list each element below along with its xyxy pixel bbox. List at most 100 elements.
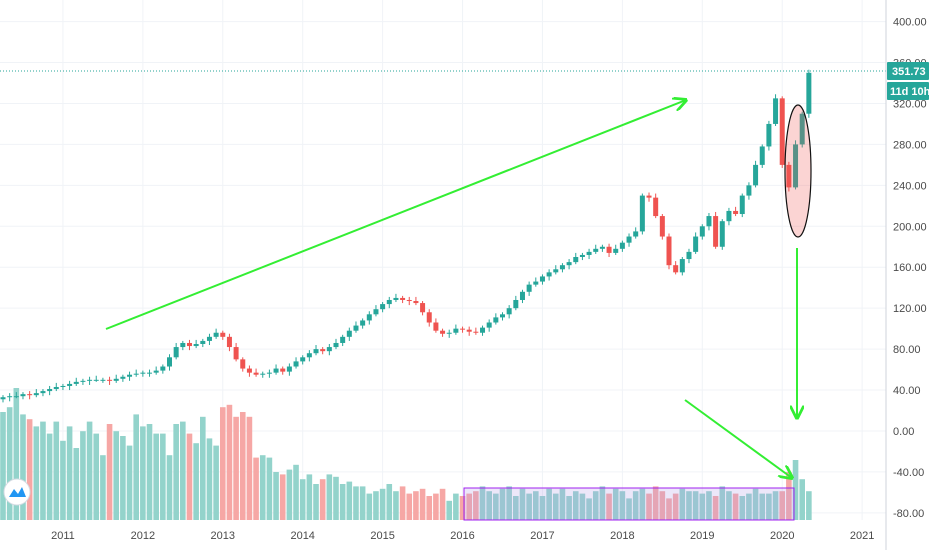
candle-body: [246, 368, 252, 373]
volume-bar: [619, 491, 626, 520]
volume-bar: [253, 457, 259, 520]
candle-body: [486, 322, 492, 328]
candle-body: [120, 376, 126, 379]
candle-body: [160, 366, 166, 371]
candle-body: [53, 386, 59, 390]
trend-arrow: [105, 100, 686, 330]
candle-body: [87, 379, 93, 381]
candle-body: [147, 372, 153, 374]
candle-body: [466, 329, 472, 332]
candle-body: [480, 327, 486, 333]
candle-body: [673, 265, 679, 273]
volume-bar: [519, 488, 526, 520]
volume-bar: [706, 491, 712, 520]
x-tick-label: 2014: [290, 530, 314, 542]
candle-body: [440, 330, 446, 334]
volume-bar: [459, 496, 466, 520]
tradingview-logo-icon[interactable]: [3, 478, 31, 506]
y-tick-label: 80.00: [893, 344, 921, 356]
candle-body: [519, 291, 525, 300]
candle-body: [113, 378, 119, 381]
volume-bar: [513, 496, 519, 520]
x-tick-label: 2018: [610, 530, 634, 542]
volume-bar: [546, 488, 552, 520]
candle-body: [400, 297, 406, 300]
candle-body: [500, 314, 505, 318]
candle-body: [260, 373, 266, 375]
volume-bar: [80, 431, 86, 520]
volume-bar: [86, 421, 93, 520]
candle-body: [133, 373, 139, 375]
candle-body: [573, 257, 579, 263]
y-tick-label: 40.00: [893, 385, 921, 397]
volume-bar: [393, 491, 399, 520]
volume-bar: [366, 493, 373, 520]
candle-body: [273, 368, 279, 373]
candle-body: [646, 195, 652, 198]
candle-body: [566, 262, 572, 266]
volume-bar: [113, 431, 120, 520]
countdown-badge-bg: [887, 82, 929, 100]
candle-body: [593, 248, 599, 252]
candle-body: [333, 342, 339, 348]
candle-body: [619, 242, 625, 249]
candle-body: [140, 372, 146, 374]
volume-bar: [759, 493, 766, 520]
volume-bar: [266, 457, 273, 520]
candle-body: [186, 342, 192, 347]
x-tick-label: 2013: [211, 530, 235, 542]
candle-body: [526, 284, 532, 292]
candle-body: [27, 394, 33, 396]
volume-bar: [599, 486, 606, 520]
volume-bar: [40, 421, 46, 520]
candle-body: [713, 216, 719, 247]
volume-bar: [632, 491, 639, 520]
candle-body: [799, 113, 805, 145]
candle-body: [393, 297, 399, 300]
candle-body: [779, 98, 785, 165]
volume-bar: [539, 496, 546, 520]
candle-body: [340, 336, 346, 343]
candle-body: [47, 389, 53, 392]
candle-body: [733, 210, 739, 215]
volume-bar: [446, 500, 453, 520]
volume-bar: [499, 488, 506, 520]
volume-bar: [606, 493, 612, 520]
volume-bar: [419, 488, 426, 520]
volume-bar: [439, 488, 446, 520]
candle-body: [233, 347, 239, 360]
volume-bar: [226, 404, 233, 520]
volume-bar: [0, 412, 6, 520]
candle-body: [793, 144, 799, 188]
volume-bar: [559, 488, 566, 520]
candle-body: [559, 265, 565, 270]
candle-body: [473, 331, 479, 333]
volume-bar: [386, 484, 393, 520]
volume-bar: [659, 491, 666, 520]
candle-body: [513, 299, 519, 309]
logo-mark-icon: [9, 487, 26, 497]
candle-body: [0, 397, 6, 400]
candle-body: [406, 299, 412, 302]
candle-body: [806, 72, 812, 114]
volume-bar: [146, 424, 153, 520]
candle-body: [7, 396, 13, 398]
x-axis: 2011 2012 2013 2014 2015 2016 2017 2018 2019 2020…: [51, 530, 874, 542]
y-tick-label: 200.00: [893, 221, 927, 233]
candle-body: [539, 276, 545, 282]
candle-body: [659, 216, 665, 237]
volume-bar: [173, 424, 179, 520]
volume-bar: [60, 440, 66, 520]
volume-bar: [652, 486, 659, 520]
candle-body: [286, 366, 292, 372]
volume-bar: [193, 443, 199, 520]
x-tick-label: 2016: [450, 530, 474, 542]
candle-body: [460, 328, 466, 330]
candle-body: [153, 370, 159, 373]
candle-body: [100, 379, 106, 381]
candle-body: [206, 336, 212, 341]
volume-bar: [353, 486, 359, 520]
volume-bar: [552, 493, 559, 520]
